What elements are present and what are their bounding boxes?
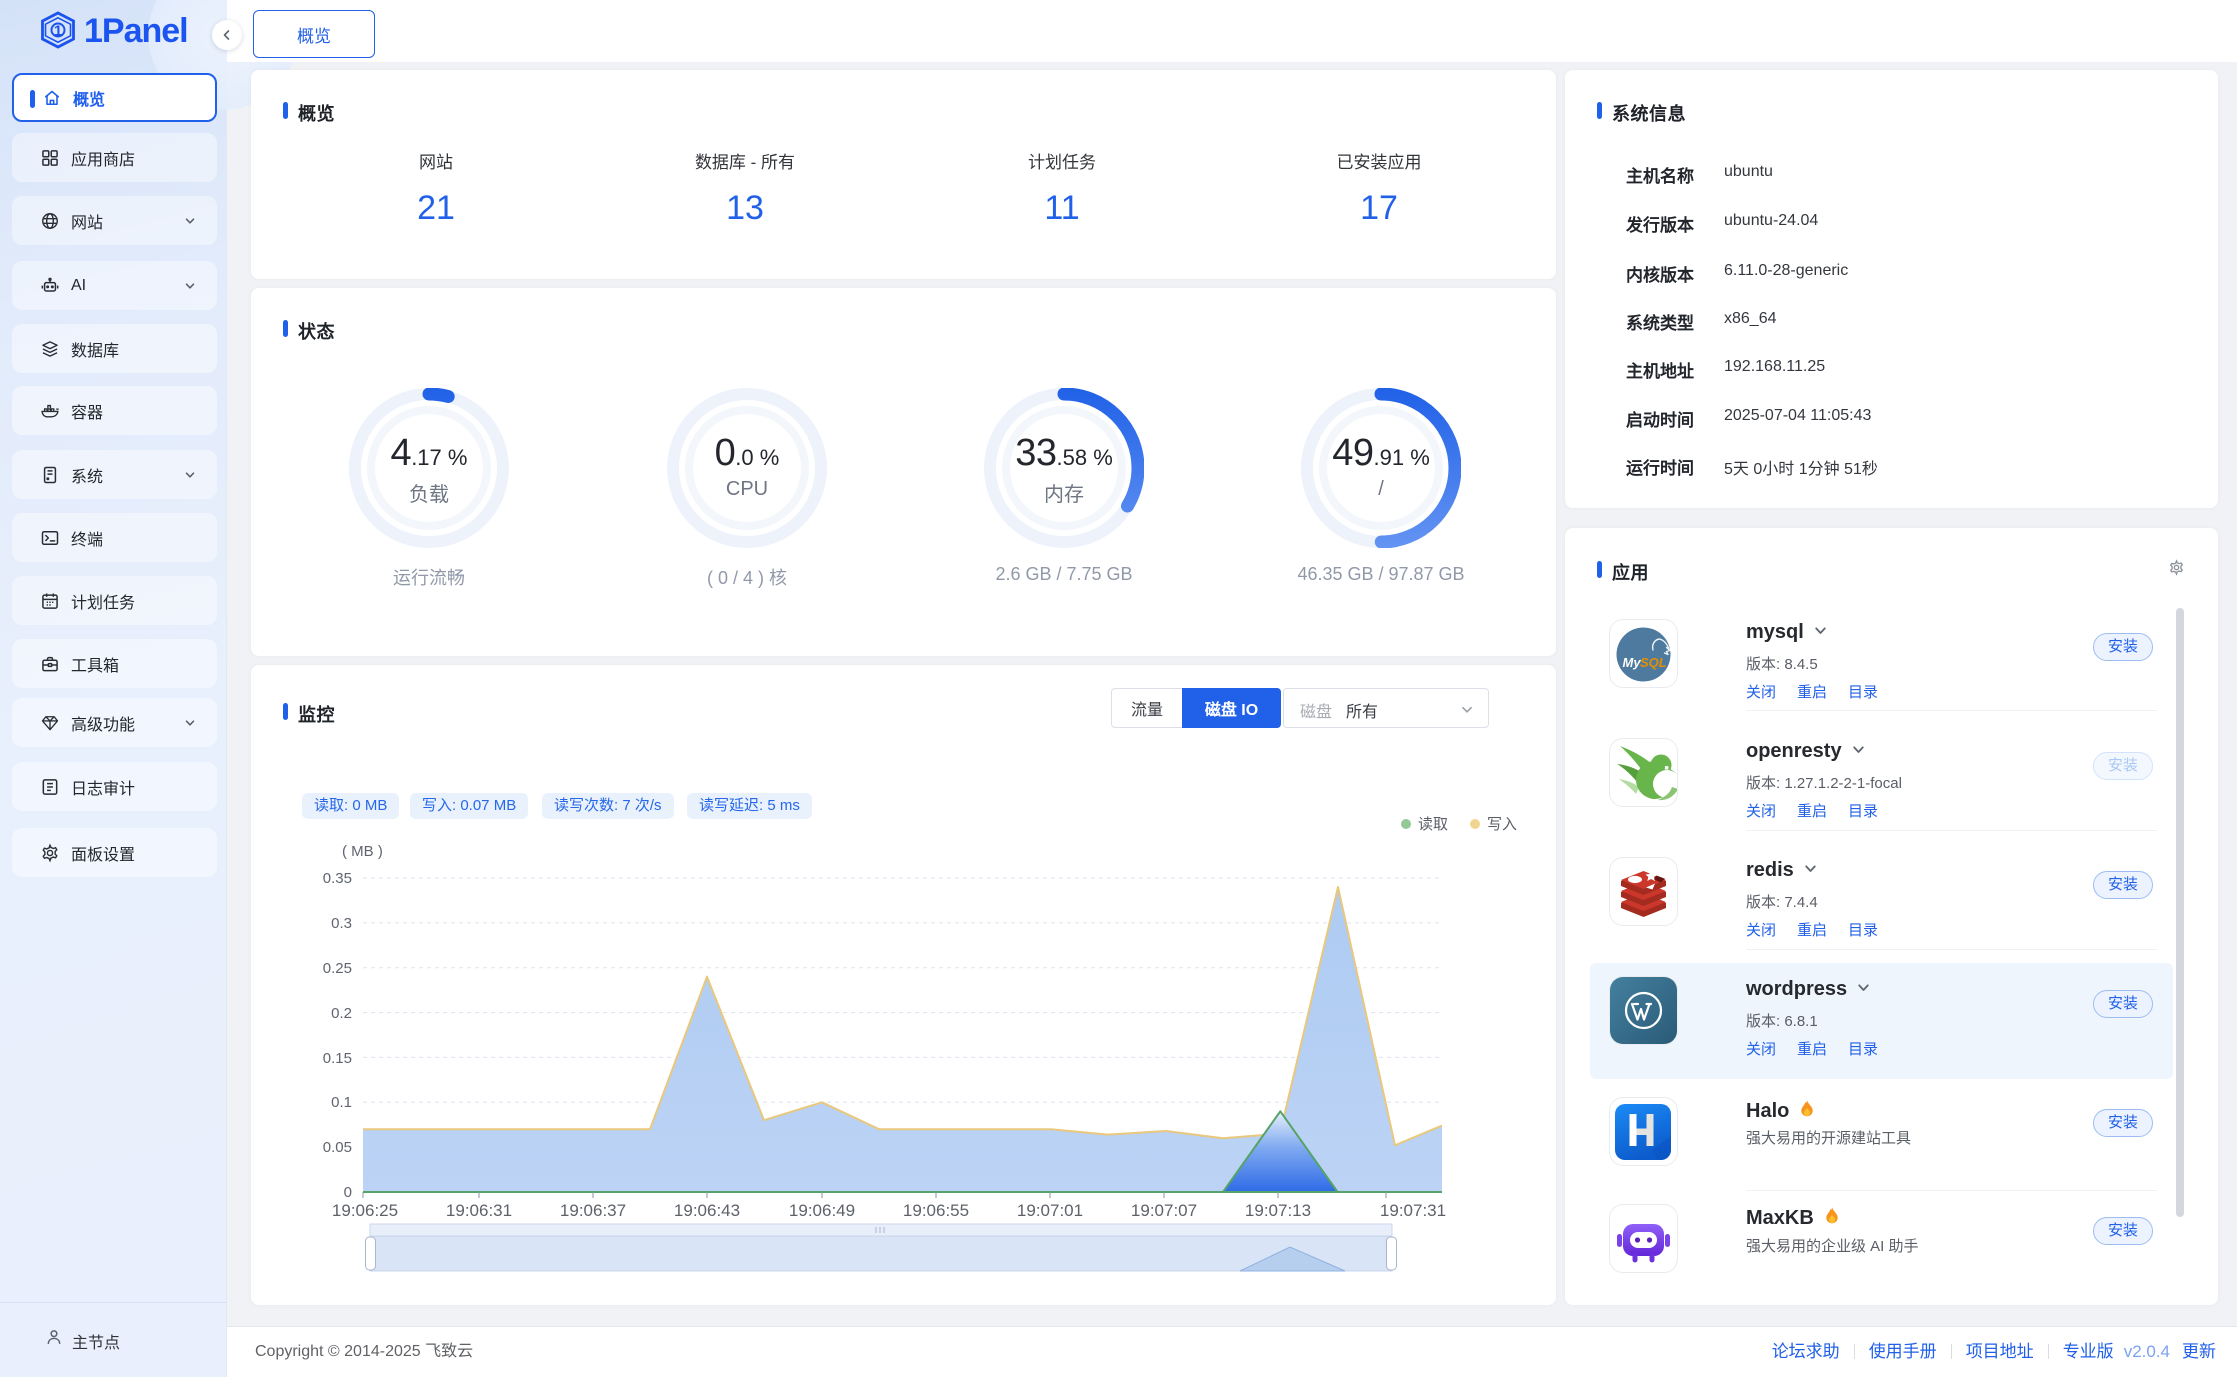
svg-text:SQL: SQL [1640, 655, 1667, 670]
svg-text:19:06:25: 19:06:25 [332, 1201, 398, 1220]
svg-text:19:06:55: 19:06:55 [903, 1201, 969, 1220]
svg-text:( MB ): ( MB ) [342, 843, 383, 860]
svg-text:0.3: 0.3 [331, 915, 352, 932]
svg-text:19:06:31: 19:06:31 [446, 1201, 512, 1220]
svg-text:0: 0 [344, 1184, 352, 1201]
svg-text:19:07:07: 19:07:07 [1131, 1201, 1197, 1220]
svg-text:19:07:13: 19:07:13 [1245, 1201, 1311, 1220]
svg-text:0.05: 0.05 [323, 1139, 352, 1156]
svg-text:0.2: 0.2 [331, 1005, 352, 1022]
svg-text:19:06:37: 19:06:37 [560, 1201, 626, 1220]
svg-text:19:07:01: 19:07:01 [1017, 1201, 1083, 1220]
svg-text:19:06:43: 19:06:43 [674, 1201, 740, 1220]
svg-text:0.35: 0.35 [323, 870, 352, 887]
svg-text:My: My [1623, 655, 1642, 670]
svg-text:0.25: 0.25 [323, 960, 352, 977]
svg-text:19:07:31: 19:07:31 [1380, 1201, 1446, 1220]
svg-text:0.1: 0.1 [331, 1094, 352, 1111]
svg-text:1: 1 [54, 23, 62, 40]
svg-text:0.15: 0.15 [323, 1050, 352, 1067]
svg-text:19:06:49: 19:06:49 [789, 1201, 855, 1220]
